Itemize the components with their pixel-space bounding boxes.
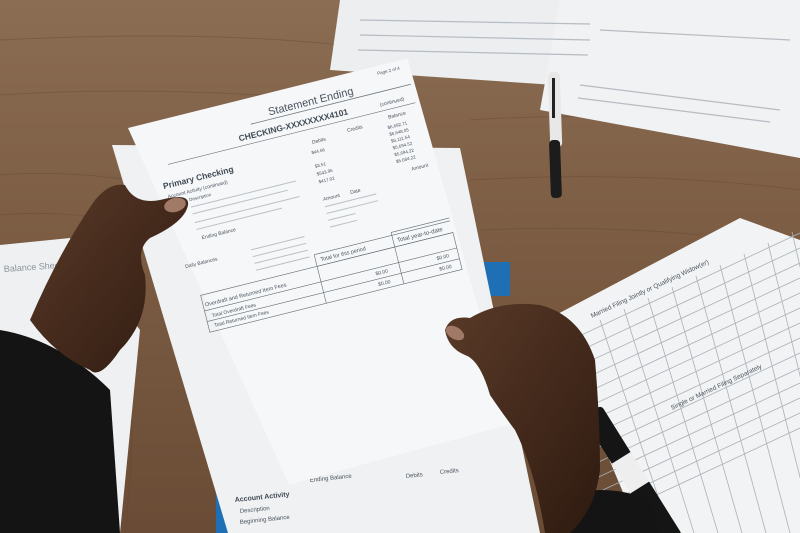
balance-value: $6,111.54	[390, 134, 410, 144]
tax-table-col-line	[623, 308, 695, 533]
debit-value: $44.66	[311, 147, 326, 155]
fees-returned-period: $0.00	[378, 279, 392, 288]
description-label: Description	[189, 192, 213, 202]
tax-table-col-line	[647, 297, 719, 533]
left-sleeve	[0, 330, 120, 533]
description-lines	[190, 180, 300, 230]
debit-value: $3.51	[314, 161, 327, 169]
tax-table-row-line	[574, 232, 800, 339]
tax-table-row-line	[574, 322, 800, 429]
tax-table-row-line	[574, 277, 800, 384]
under-credits: Credits	[440, 468, 460, 476]
under-beginning-balance: Beginning Balance	[240, 515, 291, 526]
fees-overdraft-ytd: $0.00	[436, 253, 450, 262]
tax-table-col-line	[671, 286, 743, 533]
balance-value: $5,684.22	[395, 154, 416, 164]
balance-value: $5,694.52	[392, 141, 413, 151]
balance-value: $5,694.22	[394, 147, 415, 157]
fees-returned-ytd: $0.00	[439, 264, 453, 273]
balance-value: $6,648.05	[389, 127, 410, 137]
tax-table-row-line	[574, 397, 800, 504]
col-date: Date	[350, 188, 362, 196]
debit-values: $44.66 $3.51$543.96$417.02	[311, 147, 336, 184]
account-suffix: (continued)	[379, 96, 405, 108]
right-thumbnail	[445, 325, 465, 341]
tax-table-row-line	[574, 247, 800, 354]
balance-value: $6,692.71	[387, 120, 408, 130]
tax-table-col-line	[743, 253, 800, 479]
top-paper-right	[540, 0, 800, 158]
balance-values: $6,692.71$6,648.05$6,111.54$5,694.52$5,6…	[387, 120, 417, 164]
left-hand	[30, 184, 189, 373]
debit-value: $543.96	[316, 168, 333, 177]
tax-table-col-line	[767, 242, 800, 378]
debit-value: $417.02	[318, 175, 335, 184]
bank-statement: Statement Ending Page 2 of 4 CHECKING-XX…	[128, 58, 512, 485]
tax-table-row-line	[574, 382, 800, 489]
col-amount: Amount	[322, 193, 341, 203]
tax-table-row-line	[574, 307, 800, 414]
under-description: Description	[240, 506, 270, 515]
right-hand	[445, 303, 600, 533]
tax-table-row-line	[574, 292, 800, 399]
col-credits: Credits	[347, 124, 364, 134]
col-balance: Balance	[388, 110, 407, 120]
tax-table-col-line	[719, 264, 791, 533]
statement-page: Page 2 of 4	[377, 65, 401, 76]
daily-balance-lines	[251, 193, 379, 271]
top-paper-text-lines	[357, 19, 791, 123]
left-sheet-title: Balance Sheet	[3, 260, 63, 274]
fees-overdraft-period: $0.00	[375, 268, 389, 277]
under-debits: Debits	[406, 472, 424, 480]
pen[interactable]	[547, 71, 563, 199]
col-amount-2: Amount	[411, 162, 430, 172]
fees-table	[200, 217, 463, 333]
tax-table-row-line	[574, 262, 800, 369]
left-thumbnail	[164, 197, 186, 213]
tax-table-col-line	[695, 275, 767, 533]
col-debits: Debits	[311, 136, 327, 145]
under-ending-balance: Ending Balance	[310, 474, 353, 484]
